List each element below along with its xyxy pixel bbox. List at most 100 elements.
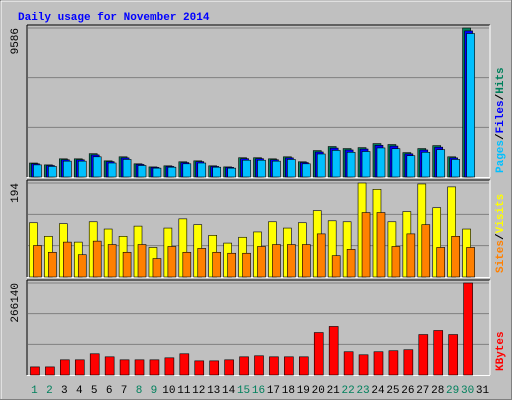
- bar: [272, 244, 281, 278]
- bar: [421, 224, 431, 278]
- x-tick-label: 1: [31, 385, 38, 397]
- bar: [107, 244, 117, 278]
- bar: [346, 151, 356, 178]
- x-tick-label: 20: [312, 385, 325, 397]
- bar: [134, 359, 145, 376]
- x-tick-label: 2: [46, 385, 53, 397]
- bar: [33, 245, 42, 278]
- bar: [212, 166, 221, 178]
- bar: [45, 366, 55, 376]
- x-tick-label: 3: [61, 385, 68, 397]
- x-tick-label: 16: [252, 385, 265, 397]
- x-tick-label: 28: [431, 385, 444, 397]
- plot-area: [27, 25, 490, 177]
- chart-title: Daily usage for November 2014: [18, 12, 210, 24]
- x-tick-label: 21: [327, 385, 341, 397]
- bar: [451, 159, 460, 178]
- legend: Sites/Visits: [495, 194, 507, 273]
- bar: [122, 251, 132, 278]
- x-tick-label: 31: [476, 385, 490, 397]
- bar: [403, 349, 414, 376]
- bar: [119, 359, 130, 376]
- bar: [346, 249, 356, 278]
- bar: [418, 334, 429, 376]
- bar: [152, 258, 162, 278]
- bar: [466, 33, 475, 178]
- x-tick-label: 25: [386, 385, 399, 397]
- legend-entry: Visits: [495, 194, 507, 234]
- bar: [421, 151, 431, 178]
- bar: [152, 167, 162, 178]
- bar: [182, 163, 192, 178]
- bar: [194, 360, 205, 376]
- legend-entry: KBytes: [495, 331, 507, 371]
- x-tick-label: 15: [237, 385, 250, 397]
- bar: [436, 247, 446, 278]
- bar: [63, 160, 72, 178]
- bar: [164, 357, 175, 376]
- bar: [373, 351, 384, 376]
- bar: [313, 332, 324, 376]
- bar: [299, 356, 309, 376]
- x-tick-label: 13: [207, 385, 220, 397]
- bar: [269, 356, 279, 376]
- x-tick-label: 24: [371, 385, 385, 397]
- bar: [149, 359, 160, 376]
- bar: [406, 155, 416, 178]
- x-tick-label: 17: [267, 385, 280, 397]
- bar: [209, 360, 219, 376]
- x-tick-label: 4: [76, 385, 83, 397]
- bar: [361, 151, 371, 178]
- bar: [272, 160, 281, 178]
- bar: [391, 246, 401, 278]
- legend-entry: Pages: [495, 140, 507, 173]
- bar: [391, 148, 401, 178]
- bar: [376, 212, 386, 278]
- bar: [74, 359, 85, 376]
- bar: [239, 356, 249, 376]
- x-tick-label: 9: [151, 385, 158, 397]
- legend: Pages/Files/Hits: [495, 67, 507, 173]
- legend-separator: /: [495, 133, 507, 140]
- x-tick-label: 23: [356, 385, 369, 397]
- bar: [224, 359, 234, 376]
- y-tick-label: 266140: [10, 283, 22, 323]
- x-tick-label: 26: [401, 385, 414, 397]
- bar: [328, 326, 339, 376]
- y-tick-label: 194: [10, 183, 22, 203]
- bar: [48, 166, 57, 178]
- bar: [212, 251, 221, 278]
- legend: KBytes: [495, 331, 507, 371]
- bar: [287, 159, 296, 178]
- bar: [433, 330, 444, 376]
- y-tick-label: 9586: [10, 28, 22, 54]
- x-tick-label: 5: [91, 385, 98, 397]
- bar: [257, 159, 266, 178]
- bar: [316, 153, 326, 178]
- bar: [167, 166, 177, 178]
- bar: [406, 233, 416, 278]
- bar: [254, 355, 264, 376]
- bar: [92, 156, 102, 178]
- bar: [137, 244, 147, 278]
- bar: [284, 356, 294, 376]
- legend-entry: Sites: [495, 240, 507, 273]
- bar: [227, 167, 236, 178]
- bar: [376, 147, 386, 178]
- bar: [388, 350, 399, 376]
- legend-separator: /: [495, 233, 507, 240]
- bar: [30, 366, 40, 376]
- bar: [242, 159, 251, 178]
- bar: [137, 165, 147, 178]
- legend-separator: /: [495, 93, 507, 100]
- x-tick-label: 10: [162, 385, 175, 397]
- x-tick-label: 30: [461, 385, 474, 397]
- bar: [60, 359, 70, 376]
- bar: [63, 241, 72, 278]
- x-tick-label: 22: [342, 385, 355, 397]
- bar: [33, 164, 42, 178]
- x-tick-label: 19: [297, 385, 310, 397]
- bar: [287, 244, 296, 278]
- bar: [451, 235, 460, 278]
